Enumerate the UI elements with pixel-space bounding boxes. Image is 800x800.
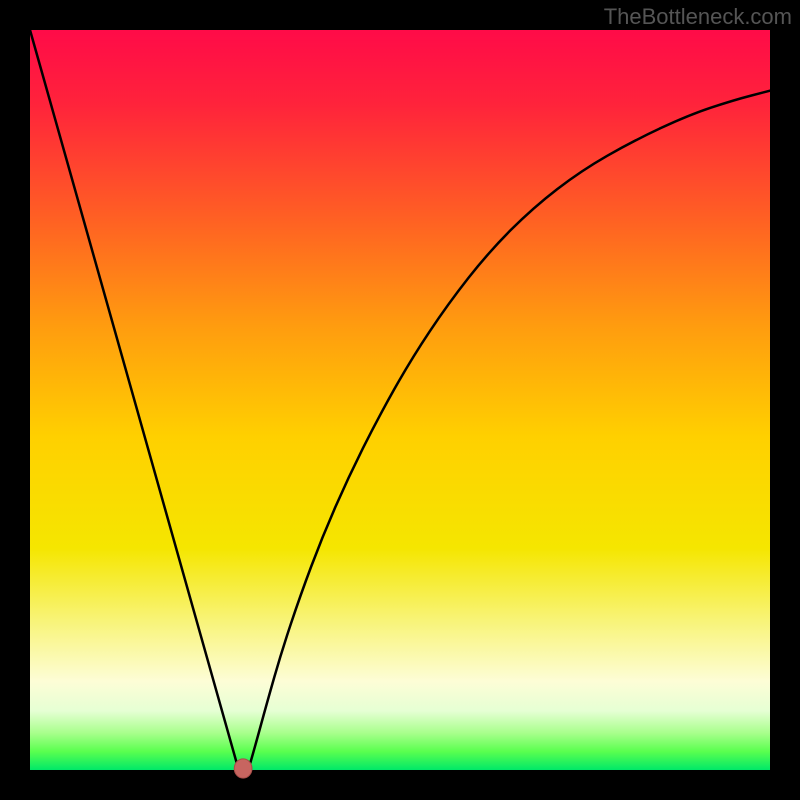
- chart-container: TheBottleneck.com: [0, 0, 800, 800]
- minimum-marker: [234, 759, 252, 778]
- chart-svg: [0, 0, 800, 800]
- watermark-text: TheBottleneck.com: [604, 4, 792, 30]
- plot-background: [30, 30, 770, 770]
